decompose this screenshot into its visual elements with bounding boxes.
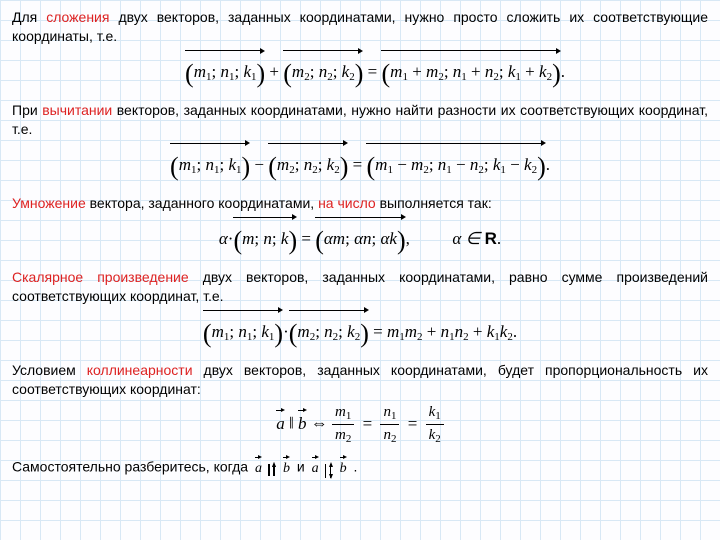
formula-addition: (m1; n1; k1) + (m2; n2; k2) = (m1 + m2; …: [42, 50, 708, 91]
term-collinear: коллинеарности: [87, 362, 193, 378]
term-addition: сложения: [46, 9, 109, 25]
txt: выполняется так:: [376, 195, 492, 211]
para-exercise: Самостоятельно разберитесь, когда a b и …: [12, 457, 708, 479]
txt: двух векторов, заданных координатами, ну…: [12, 9, 708, 44]
term-number: на число: [318, 195, 376, 211]
vectors-same-dir: a b: [252, 457, 293, 479]
formula-collinear: a ‖ b ⇔ m1m2 = n1n2 = k1k2: [12, 402, 708, 447]
txt: Условием: [12, 362, 87, 378]
txt: При: [12, 102, 42, 118]
formula-dot-product: (m1; n1; k1)·(m2; n2; k2) = m1m2 + n1n2 …: [12, 310, 708, 351]
para-collinear: Условием коллинеарности двух векторов, з…: [12, 361, 708, 399]
para-subtraction: При вычитании векторов, заданных координ…: [12, 101, 708, 139]
para-dot-product: Скалярное произведение двух векторов, за…: [12, 268, 708, 306]
para-scalar-mult: Умножение вектора, заданного координатам…: [12, 194, 708, 213]
txt: Для: [12, 9, 46, 25]
formula-subtraction: (m1; n1; k1) − (m2; n2; k2) = (m1 − m2; …: [12, 143, 708, 184]
txt: Самостоятельно разберитесь, когда: [12, 459, 252, 475]
term-subtraction: вычитании: [42, 102, 112, 118]
formula-scalar-mult: α·(m; n; k) = (αm; αn; αk), α ∈ R.: [12, 217, 708, 258]
txt: вектора, заданного координатами,: [86, 195, 318, 211]
term-mult: Умножение: [12, 195, 86, 211]
vectors-opp-dir: a b: [309, 457, 350, 479]
txt: и: [297, 459, 309, 475]
txt: .: [353, 459, 357, 475]
para-addition: Для сложения двух векторов, заданных коо…: [12, 8, 708, 46]
txt: векторов, заданных координатами, нужно н…: [12, 102, 708, 137]
term-dot: Скалярное произведение: [12, 269, 189, 285]
